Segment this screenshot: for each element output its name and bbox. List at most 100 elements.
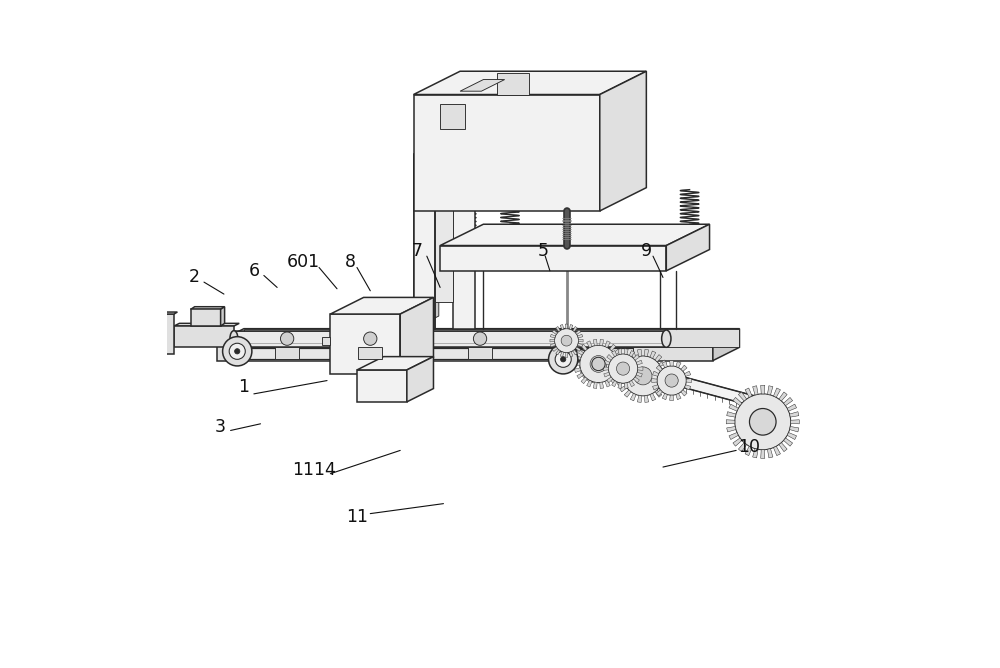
Polygon shape [620,360,627,366]
Polygon shape [617,380,624,385]
Polygon shape [560,325,564,329]
Polygon shape [578,343,583,347]
Polygon shape [593,339,597,346]
Polygon shape [733,438,742,446]
Circle shape [555,351,571,367]
Polygon shape [497,73,529,94]
Polygon shape [560,352,564,357]
Polygon shape [244,329,739,347]
Polygon shape [550,334,555,338]
Polygon shape [605,373,611,378]
Polygon shape [414,71,646,94]
Polygon shape [610,377,616,383]
Polygon shape [685,385,691,390]
Polygon shape [576,330,581,335]
Polygon shape [753,449,758,458]
Polygon shape [414,154,435,329]
Polygon shape [608,365,614,367]
Polygon shape [440,104,465,129]
Polygon shape [598,377,601,383]
Polygon shape [322,337,330,345]
Polygon shape [616,368,623,373]
Polygon shape [681,390,687,396]
Polygon shape [630,351,636,359]
Polygon shape [593,382,597,389]
Polygon shape [563,345,779,413]
Ellipse shape [662,330,671,347]
Polygon shape [569,352,573,357]
Polygon shape [574,355,581,360]
Polygon shape [576,347,581,351]
Polygon shape [357,370,407,402]
Text: 1114: 1114 [292,462,336,480]
Polygon shape [610,344,616,351]
Polygon shape [217,329,739,342]
Polygon shape [612,381,617,387]
Text: 7: 7 [411,242,422,260]
Polygon shape [174,326,234,347]
Polygon shape [662,367,669,371]
Polygon shape [550,339,555,342]
Polygon shape [598,349,601,354]
Circle shape [364,332,377,345]
Polygon shape [460,79,505,92]
Polygon shape [652,379,657,383]
Polygon shape [729,432,738,440]
Polygon shape [605,353,611,359]
Polygon shape [613,349,620,355]
Polygon shape [587,375,591,381]
Polygon shape [578,334,583,338]
Polygon shape [644,349,649,357]
Text: 5: 5 [538,242,549,260]
Polygon shape [655,355,662,362]
Polygon shape [357,357,433,370]
Polygon shape [650,351,656,359]
Polygon shape [616,355,623,360]
Polygon shape [773,388,780,397]
Polygon shape [400,297,433,374]
Polygon shape [767,385,773,395]
Polygon shape [729,404,738,411]
Polygon shape [603,367,608,370]
Circle shape [750,409,775,434]
Polygon shape [578,339,583,342]
Polygon shape [592,349,595,354]
Circle shape [473,332,487,345]
Polygon shape [666,224,710,271]
Polygon shape [644,395,649,402]
Polygon shape [581,344,587,351]
Polygon shape [573,350,577,355]
Polygon shape [607,355,613,360]
Polygon shape [607,377,613,383]
Polygon shape [617,362,623,365]
Circle shape [590,355,607,372]
Polygon shape [453,154,475,329]
Polygon shape [624,390,631,397]
Polygon shape [573,327,577,331]
Polygon shape [656,390,662,396]
Polygon shape [767,449,773,458]
Polygon shape [779,443,787,452]
Polygon shape [790,426,799,432]
Polygon shape [624,349,628,355]
Circle shape [580,345,617,383]
Polygon shape [605,380,610,387]
Polygon shape [784,438,793,446]
Polygon shape [565,324,568,329]
Polygon shape [791,420,799,424]
Polygon shape [659,360,666,366]
Polygon shape [787,432,797,440]
Circle shape [561,335,572,346]
Polygon shape [650,393,656,401]
Polygon shape [624,355,631,362]
Polygon shape [604,372,610,377]
Circle shape [623,356,663,396]
Polygon shape [440,246,666,271]
Polygon shape [773,446,780,456]
Polygon shape [159,312,177,314]
Polygon shape [600,71,646,211]
Polygon shape [662,380,669,385]
Polygon shape [581,377,587,383]
Circle shape [735,394,791,450]
Polygon shape [784,397,793,405]
